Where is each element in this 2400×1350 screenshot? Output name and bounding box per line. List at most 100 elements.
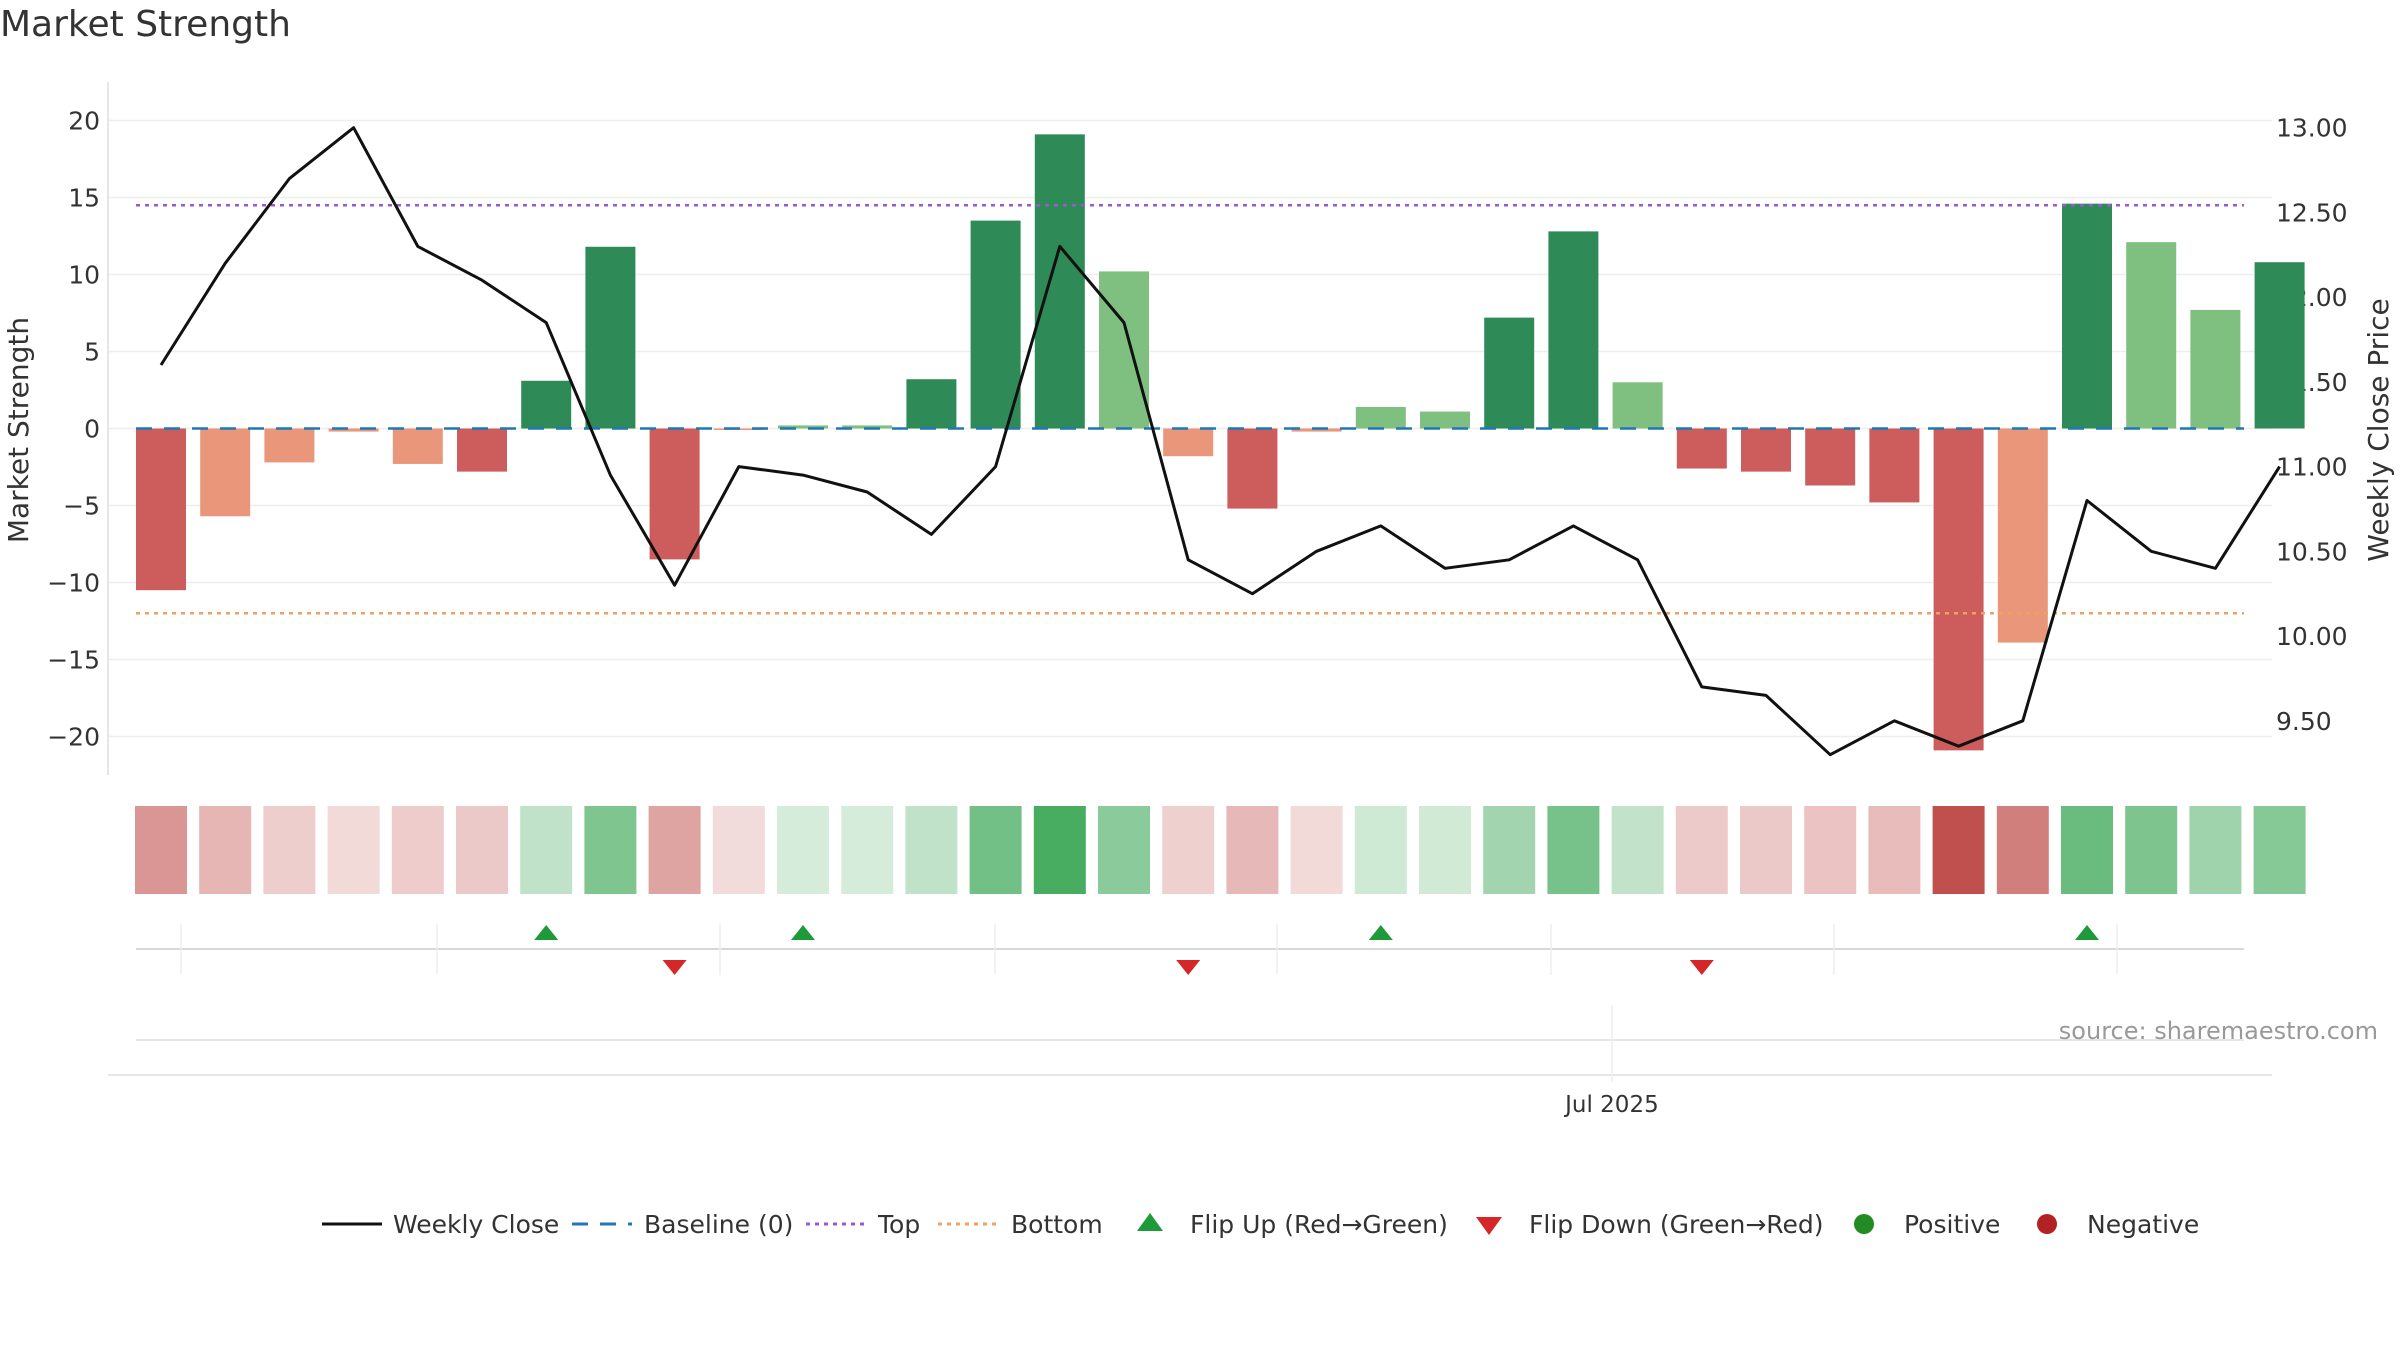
heat-cell (1675, 806, 1728, 894)
y-tick-label: 0 (84, 415, 100, 444)
left-axis: 20 15 10 5 0 −5 −10 −15 −20 (47, 82, 109, 775)
strength-bar (1227, 428, 1278, 509)
strength-bar (842, 425, 893, 429)
heat-cell (1483, 806, 1536, 894)
strength-bar (2254, 262, 2305, 429)
weekly-close-line (159, 126, 2281, 757)
heat-cell (1868, 806, 1921, 894)
heat-cell (456, 806, 508, 894)
heat-cell (1033, 806, 1086, 894)
strength-bar (2062, 203, 2112, 429)
heat-cell (1996, 806, 2049, 894)
heat-cell (2125, 806, 2178, 894)
y2-axis-label: Weekly Close Price (2362, 298, 2395, 561)
legend-label: Weekly Close (393, 1210, 559, 1239)
legend-swatch-flip-up (1137, 1213, 1163, 1231)
heat-strip (135, 806, 2306, 894)
strength-bar (1484, 317, 1535, 429)
heat-cell (1804, 806, 1857, 894)
heat-cell (1290, 806, 1343, 894)
heat-cell (1611, 806, 1664, 894)
y-tick-label: 15 (68, 184, 100, 213)
strength-bar (1869, 428, 1920, 503)
heat-cell (263, 806, 316, 894)
strength-bar (585, 246, 636, 429)
y2-tick-label: 13.00 (2276, 114, 2348, 143)
reference-lines (136, 203, 2244, 615)
strength-bar (1163, 428, 1214, 457)
legend-label: Flip Up (Red→Green) (1190, 1210, 1448, 1239)
strength-bar (778, 425, 828, 429)
heat-cell (1932, 806, 1985, 894)
y-tick-label: 10 (68, 261, 100, 290)
strength-bar (2126, 242, 2177, 429)
strength-bar (1933, 428, 1984, 751)
strength-bar (2190, 309, 2241, 429)
strength-bar (521, 380, 572, 429)
flip-up-marker (791, 925, 815, 940)
strength-bar (1099, 271, 1149, 429)
y2-tick-label: 10.00 (2276, 622, 2348, 651)
strength-bar (649, 428, 700, 560)
strength-bar (392, 428, 443, 464)
flip-up-marker (2075, 925, 2099, 940)
y2-tick-label: 10.50 (2276, 537, 2348, 566)
y-tick-label: −5 (63, 492, 100, 521)
source-credit: source: sharemaestro.com (2059, 1017, 2378, 1045)
strength-bar (1612, 382, 1663, 429)
heat-cell (199, 806, 252, 894)
chart-title: Market Strength (0, 4, 291, 45)
flip-down-marker (1689, 960, 1714, 975)
heat-cell (391, 806, 444, 894)
legend-label: Positive (1904, 1210, 2000, 1239)
legend-label: Bottom (1011, 1210, 1103, 1239)
heat-cell (520, 806, 573, 894)
strength-bar (1420, 411, 1470, 429)
heat-cell (2061, 806, 2113, 894)
strength-bar (1355, 406, 1406, 429)
flip-up-marker (1368, 925, 1393, 940)
flip-markers (136, 924, 2244, 975)
strength-bars (136, 134, 2305, 751)
strength-bar (906, 379, 957, 429)
heat-cell (905, 806, 958, 894)
heat-cell (584, 806, 637, 894)
strength-bar (136, 428, 186, 591)
y2-tick-label: 12.50 (2276, 198, 2348, 227)
strength-bar (264, 428, 315, 463)
y-tick-label: 5 (84, 338, 100, 367)
flip-up-marker (534, 925, 559, 940)
heat-cell (777, 806, 829, 894)
legend-swatch-positive (1854, 1214, 1874, 1234)
legend-label: Flip Down (Green→Red) (1529, 1210, 1824, 1239)
heat-cell (648, 806, 701, 894)
strength-bar (1034, 134, 1085, 429)
heat-cell (1547, 806, 1600, 894)
x-tick-label: Jul 2025 (1563, 1092, 1659, 1118)
heat-cell (841, 806, 894, 894)
strength-bar (1805, 428, 1856, 486)
y2-tick-label: 9.50 (2276, 707, 2332, 736)
strength-bar (1291, 428, 1342, 432)
heat-cell (2189, 806, 2242, 894)
strength-bar (1997, 428, 2048, 643)
heat-cell (327, 806, 380, 894)
heat-cell (1419, 806, 1471, 894)
heat-cell (1162, 806, 1215, 894)
heat-cell (1740, 806, 1792, 894)
y-tick-label: −10 (47, 569, 100, 598)
strength-bar (200, 428, 251, 517)
strength-bar (1548, 231, 1599, 429)
y-tick-label: −15 (47, 646, 100, 675)
legend-label: Negative (2087, 1210, 2199, 1239)
flip-down-marker (662, 960, 687, 975)
heat-cell (1226, 806, 1279, 894)
strength-bar (328, 428, 379, 432)
y-axis-label: Market Strength (2, 317, 35, 543)
legend-label: Baseline (0) (644, 1210, 793, 1239)
y-tick-label: −20 (47, 723, 100, 752)
y2-tick-label: 11.00 (2276, 453, 2348, 482)
strength-bar (457, 428, 507, 472)
legend-label: Top (877, 1210, 920, 1239)
